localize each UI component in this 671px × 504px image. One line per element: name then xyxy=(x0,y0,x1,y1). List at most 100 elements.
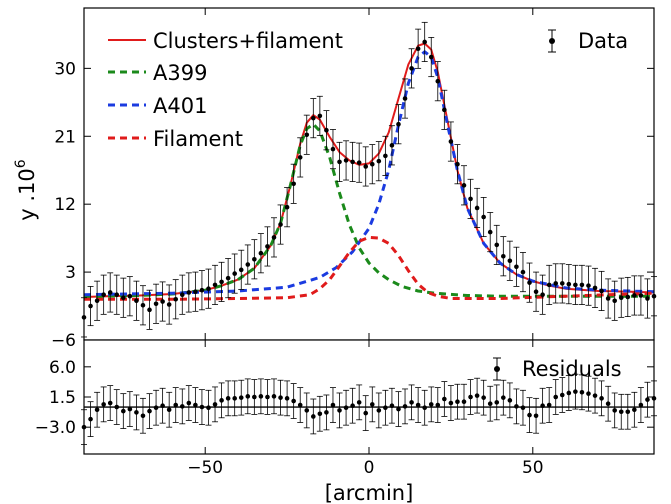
residual-marker xyxy=(514,404,519,409)
residual-point xyxy=(461,383,467,420)
residual-marker xyxy=(284,396,290,401)
data-point xyxy=(408,48,415,89)
data-point xyxy=(402,78,409,119)
data-point xyxy=(369,144,376,185)
residual-point xyxy=(139,397,146,434)
data-marker xyxy=(252,256,257,262)
data-point xyxy=(559,263,566,304)
data-point xyxy=(513,246,520,287)
residual-point xyxy=(421,389,428,426)
residual-point xyxy=(172,387,179,423)
data-marker xyxy=(311,115,316,121)
data-marker xyxy=(540,292,545,298)
residual-point xyxy=(146,393,153,429)
data-point xyxy=(185,272,192,313)
residual-marker xyxy=(238,395,244,400)
residual-marker xyxy=(559,392,565,398)
residual-point xyxy=(519,389,526,426)
data-point xyxy=(166,284,173,325)
residual-point xyxy=(192,387,199,423)
data-point xyxy=(139,285,146,326)
data-marker xyxy=(645,296,650,301)
data-marker xyxy=(376,158,382,164)
data-point xyxy=(382,135,389,176)
residual-point xyxy=(303,392,310,429)
residual-point xyxy=(205,389,212,426)
data-marker xyxy=(448,139,454,144)
residual-point xyxy=(257,378,264,415)
data-marker xyxy=(271,235,277,240)
residual-marker xyxy=(409,400,414,405)
residual-point xyxy=(480,379,487,416)
residual-marker xyxy=(638,402,644,408)
data-marker xyxy=(369,161,375,167)
residual-point xyxy=(552,379,559,415)
residual-marker xyxy=(546,402,552,408)
residual-marker xyxy=(258,394,264,399)
main-panel: −6 3 12 21 30 y .106 Clusters+filament A399 … xyxy=(13,7,657,351)
residual-marker xyxy=(271,394,277,399)
data-marker xyxy=(304,132,310,138)
residual-marker xyxy=(468,394,473,400)
data-point xyxy=(303,114,310,155)
legend-label-clusters-filament: Clusters+filament xyxy=(153,29,343,53)
data-marker xyxy=(546,282,552,288)
residual-point xyxy=(513,388,520,425)
data-marker xyxy=(134,298,139,304)
legend: Clusters+filament A399 A401 Filament xyxy=(108,29,343,151)
residual-point xyxy=(592,377,599,414)
data-point xyxy=(611,280,618,321)
residual-marker xyxy=(573,389,578,394)
data-point xyxy=(467,178,474,219)
data-point xyxy=(631,275,638,316)
residual-marker xyxy=(383,405,388,411)
data-marker xyxy=(559,281,565,286)
data-marker xyxy=(337,159,342,165)
residual-marker xyxy=(114,404,120,410)
data-marker xyxy=(166,302,172,307)
data-marker xyxy=(579,282,585,288)
residual-point xyxy=(87,401,94,437)
data-marker xyxy=(383,153,388,159)
data-point xyxy=(343,140,350,181)
residual-marker xyxy=(369,402,375,407)
residual-marker xyxy=(278,395,283,400)
residual-point xyxy=(329,387,336,423)
data-point xyxy=(107,272,114,313)
residual-point xyxy=(598,380,605,417)
data-point xyxy=(179,274,186,315)
data-marker xyxy=(291,181,296,187)
series-line-a401 xyxy=(83,50,655,297)
data-point xyxy=(434,61,441,102)
data-marker xyxy=(468,196,473,202)
svg-text:y .106: y .106 xyxy=(13,159,39,221)
residual-point xyxy=(284,380,291,417)
residual-point xyxy=(225,380,232,417)
residual-point xyxy=(343,389,350,426)
residual-marker xyxy=(645,397,650,402)
residual-point xyxy=(415,387,422,423)
residual-marker xyxy=(501,395,506,400)
residual-point xyxy=(559,377,566,413)
residual-point xyxy=(297,387,304,423)
data-marker xyxy=(140,302,146,308)
residual-point xyxy=(624,393,631,430)
residual-marker xyxy=(442,396,447,402)
residual-marker xyxy=(265,394,270,400)
data-point xyxy=(94,280,101,321)
residual-marker xyxy=(566,390,572,396)
residual-marker xyxy=(520,405,526,411)
residual-point xyxy=(113,389,120,425)
data-point xyxy=(388,125,395,166)
residual-marker xyxy=(324,410,329,415)
data-point xyxy=(624,276,631,318)
data-marker xyxy=(193,289,198,295)
residual-marker xyxy=(107,400,113,406)
residual-point xyxy=(474,377,481,414)
data-marker xyxy=(94,298,100,304)
residual-marker xyxy=(428,402,434,407)
residual-marker xyxy=(553,394,559,400)
y-tick-label: 21 xyxy=(54,127,76,147)
legend-label-a401: A401 xyxy=(153,94,207,118)
data-point xyxy=(277,204,284,245)
